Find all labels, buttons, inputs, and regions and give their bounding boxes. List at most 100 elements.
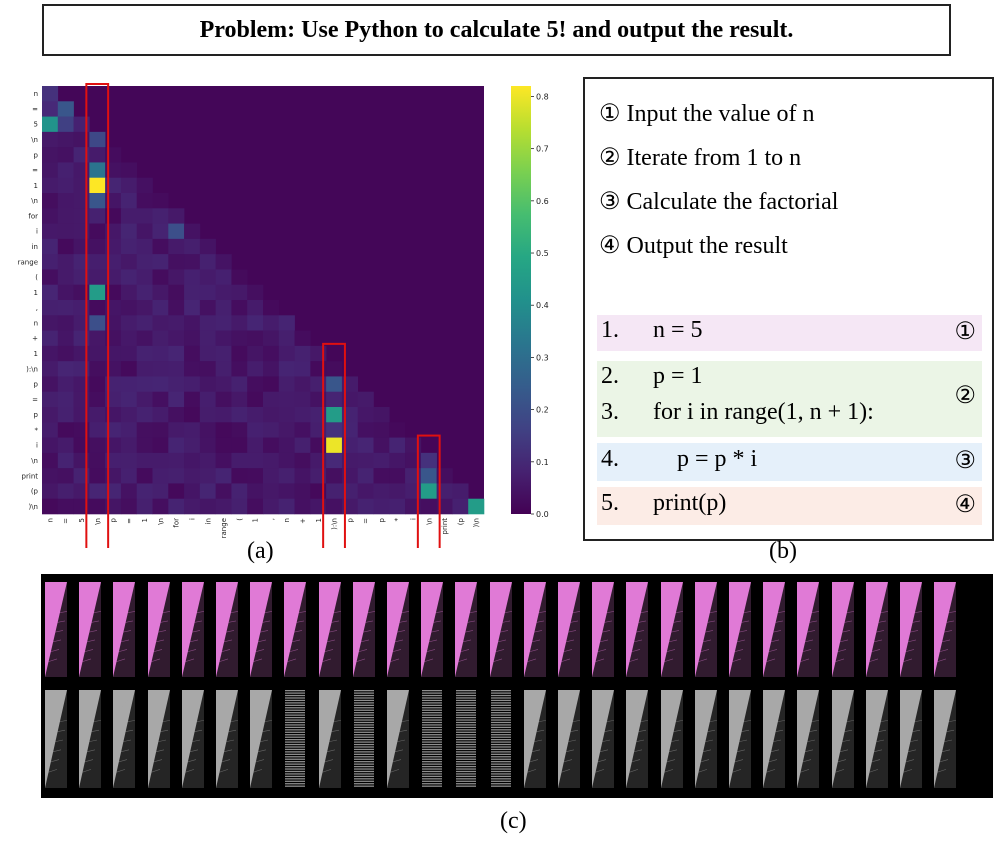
heatmap-cell xyxy=(89,330,106,347)
y-tick-label: ( xyxy=(35,274,38,282)
thumbnail-top xyxy=(865,582,888,677)
y-tick-label: 1 xyxy=(34,350,38,358)
heatmap-cell xyxy=(263,361,280,377)
x-tick-label: )\n xyxy=(473,518,481,528)
heatmap-cell xyxy=(168,407,185,423)
heatmap-cell xyxy=(247,498,264,515)
heatmap-cell xyxy=(89,131,106,148)
y-tick-label: )\n xyxy=(28,503,38,511)
heatmap-cell xyxy=(231,315,248,331)
heatmap-cell xyxy=(136,284,153,301)
heatmap-cell xyxy=(105,208,122,224)
heatmap-cell xyxy=(278,330,295,347)
heatmap-cell xyxy=(389,437,406,454)
colorbar-tick-label: 0.6 xyxy=(536,197,549,206)
heatmap-cell xyxy=(152,407,169,423)
x-tick-label: n xyxy=(46,518,54,522)
step-2: ② Iterate from 1 to n xyxy=(599,145,802,171)
heatmap-cell xyxy=(199,391,216,408)
thumbnail-top xyxy=(660,582,683,677)
heatmap-cell xyxy=(89,162,106,179)
heatmap-cell xyxy=(326,483,343,500)
heatmap-cell xyxy=(215,422,232,438)
heatmap-cell xyxy=(42,300,59,316)
thumbnail-top xyxy=(387,582,409,677)
heatmap-cell xyxy=(263,391,280,408)
heatmap-cell xyxy=(89,208,106,224)
heatmap-cell xyxy=(231,437,248,454)
heatmap-cell xyxy=(42,116,59,133)
heatmap-cell xyxy=(136,223,153,240)
heatmap-cell xyxy=(263,300,280,316)
heatmap-cell xyxy=(184,361,201,377)
heatmap-cell xyxy=(247,422,264,438)
thumbnail-bottom xyxy=(456,690,477,787)
thumbnail-bottom xyxy=(45,690,67,788)
panel-b: ① Input the value of n ② Iterate from 1 … xyxy=(583,77,994,541)
heatmap-cell xyxy=(120,452,138,469)
heatmap-cell xyxy=(57,407,74,423)
highlight-box xyxy=(322,342,346,548)
heatmap-cell xyxy=(152,361,169,377)
thumbnail-top xyxy=(763,582,786,677)
heatmap-cell xyxy=(152,254,169,270)
heatmap-cell xyxy=(326,468,343,484)
heatmap-cell xyxy=(357,437,374,454)
y-tick-label: = xyxy=(32,105,38,113)
heatmap-cell xyxy=(168,483,185,500)
thumbnail-bottom xyxy=(763,690,786,788)
thumbnail-bottom xyxy=(318,690,341,788)
thumbnail-bottom xyxy=(181,690,204,788)
heatmap-cell xyxy=(247,345,264,362)
x-tick-label: ( xyxy=(236,518,244,521)
heatmap-cell xyxy=(42,498,59,515)
heatmap-cell xyxy=(247,361,264,377)
heatmap-cell xyxy=(294,330,311,347)
heatmap-cell xyxy=(326,498,343,515)
heatmap-cell xyxy=(120,483,138,500)
thumbnail-top xyxy=(489,582,512,677)
heatmap-cell xyxy=(105,391,122,408)
heatmap-cell xyxy=(105,330,122,347)
heatmap-cell xyxy=(136,177,153,194)
thumbnail-bottom xyxy=(865,690,888,788)
y-tick-label: n xyxy=(34,319,38,327)
heatmap-cell xyxy=(42,101,59,117)
heatmap-cell xyxy=(373,468,390,484)
thumbnail-top xyxy=(694,582,717,677)
heatmap-cell xyxy=(373,407,390,423)
heatmap-cell xyxy=(263,468,280,484)
heatmap-cell xyxy=(184,391,201,408)
heatmap-cell xyxy=(184,284,201,301)
heatmap-cell xyxy=(247,452,264,469)
heatmap-cell xyxy=(294,452,311,469)
heatmap-cell xyxy=(231,407,248,423)
heatmap-cell xyxy=(168,208,185,224)
heatmap-cell xyxy=(168,391,185,408)
heatmap-cell xyxy=(357,468,374,484)
x-tick-label: * xyxy=(394,518,402,522)
heatmap-cell xyxy=(136,208,153,224)
heatmap-cell xyxy=(120,498,138,515)
heatmap-cell xyxy=(168,468,185,484)
heatmap-cell xyxy=(57,498,74,515)
heatmap-cell xyxy=(120,391,138,408)
heatmap-cell xyxy=(452,483,469,500)
heatmap-cell xyxy=(152,437,169,454)
heatmap-cell xyxy=(168,437,185,454)
heatmap-cell xyxy=(42,284,59,301)
thumbnail-top xyxy=(626,582,649,677)
heatmap-cell xyxy=(89,177,106,194)
heatmap-cell xyxy=(199,361,216,377)
heatmap-cell xyxy=(278,452,295,469)
colorbar-tick-label: 0.4 xyxy=(536,301,549,310)
heatmap-cell xyxy=(105,498,122,515)
heatmap-cell xyxy=(105,376,122,393)
heatmap-cell xyxy=(105,177,122,194)
x-tick-label: 1 xyxy=(141,518,149,522)
heatmap-cell xyxy=(263,422,280,438)
heatmap-cell xyxy=(199,422,216,438)
x-tick-label: \n xyxy=(94,518,102,525)
heatmap-cell xyxy=(105,147,122,163)
y-tick-label: \n xyxy=(31,136,38,144)
